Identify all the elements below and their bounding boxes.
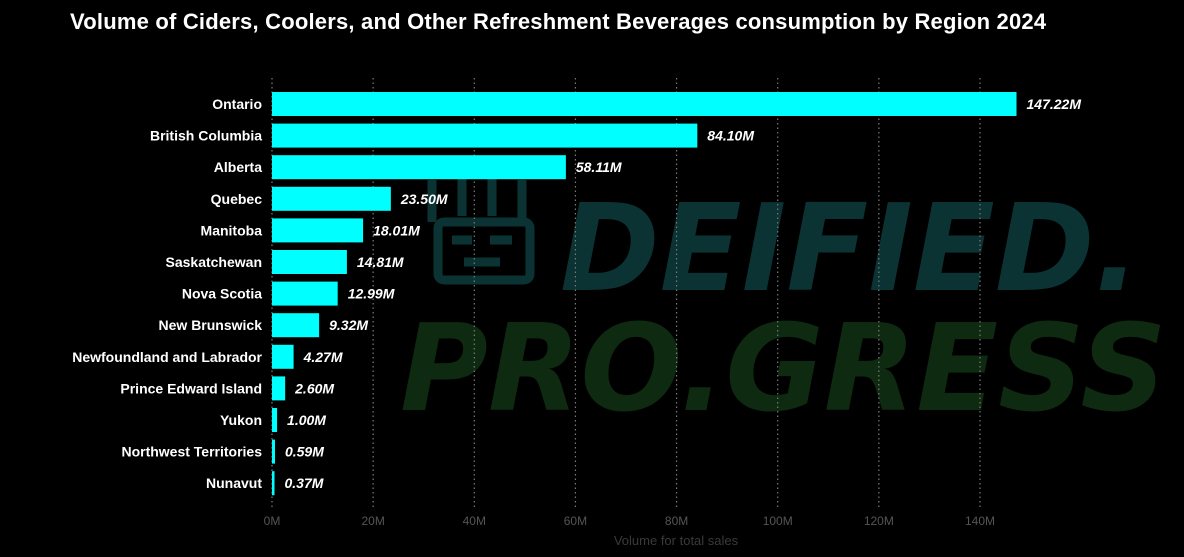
x-tick-label: 40M xyxy=(463,514,486,528)
category-label: Prince Edward Island xyxy=(120,380,262,396)
data-label: 2.60M xyxy=(294,380,334,396)
bar[interactable] xyxy=(272,186,391,211)
x-tick-label: 20M xyxy=(361,514,384,528)
data-label: 23.50M xyxy=(400,191,448,207)
data-label: 84.10M xyxy=(707,128,754,144)
category-label: Nunavut xyxy=(206,475,262,491)
bar[interactable] xyxy=(272,218,364,243)
bar[interactable] xyxy=(272,92,1017,116)
category-label: Northwest Territories xyxy=(121,444,262,460)
bars xyxy=(272,92,1017,496)
x-tick-label: 140M xyxy=(965,514,995,528)
x-axis-title: Volume for total sales xyxy=(614,533,739,548)
category-label: New Brunswick xyxy=(159,317,263,333)
category-label: Newfoundland and Labrador xyxy=(72,349,262,365)
data-label: 4.27M xyxy=(303,349,343,365)
data-label: 0.37M xyxy=(285,475,324,491)
data-label: 12.99M xyxy=(348,286,395,302)
x-axis-ticks: 0M 20M 40M 60M 80M 100M 120M 140M xyxy=(264,514,995,528)
watermark: DEIFIED. PRO.GRESS xyxy=(400,176,1167,439)
bar[interactable] xyxy=(272,313,320,338)
bar[interactable] xyxy=(272,439,275,464)
data-label: 9.32M xyxy=(329,317,368,333)
bar[interactable] xyxy=(272,281,338,306)
x-tick-label: 0M xyxy=(264,514,281,528)
bar[interactable] xyxy=(272,471,275,496)
bar[interactable] xyxy=(272,408,278,432)
chart-title: Volume of Ciders, Coolers, and Other Ref… xyxy=(70,9,1047,34)
watermark-logo-icon xyxy=(427,176,535,285)
x-tick-label: 60M xyxy=(564,514,587,528)
gridlines xyxy=(271,78,981,510)
category-label: Alberta xyxy=(214,159,262,175)
bar[interactable] xyxy=(272,123,698,148)
value-labels: 147.22M 84.10M 58.11M 23.50M 18.01M 14.81M 12.… xyxy=(285,96,1082,491)
bar[interactable] xyxy=(272,344,294,369)
x-tick-label: 100M xyxy=(763,514,793,528)
data-label: 14.81M xyxy=(357,254,404,270)
category-label: British Columbia xyxy=(150,128,262,144)
watermark-line-2: PRO.GRESS xyxy=(400,300,1167,439)
bar[interactable] xyxy=(272,250,347,274)
data-label: 58.11M xyxy=(576,159,622,175)
category-label: Saskatchewan xyxy=(166,254,263,270)
category-labels: Ontario British Columbia Alberta Quebec Mani… xyxy=(72,96,262,491)
category-label: Ontario xyxy=(212,96,262,112)
data-label: 0.59M xyxy=(285,444,324,460)
bar[interactable] xyxy=(272,155,566,180)
data-label: 18.01M xyxy=(373,222,420,238)
category-label: Yukon xyxy=(220,412,262,428)
data-label: 1.00M xyxy=(287,412,326,428)
bar[interactable] xyxy=(272,376,286,401)
category-label: Quebec xyxy=(211,191,263,207)
data-label: 147.22M xyxy=(1027,96,1082,112)
watermark-line-1: DEIFIED. xyxy=(560,180,1140,319)
category-label: Nova Scotia xyxy=(182,286,262,302)
category-label: Manitoba xyxy=(201,222,263,238)
x-tick-label: 80M xyxy=(665,514,688,528)
x-tick-label: 120M xyxy=(864,514,894,528)
